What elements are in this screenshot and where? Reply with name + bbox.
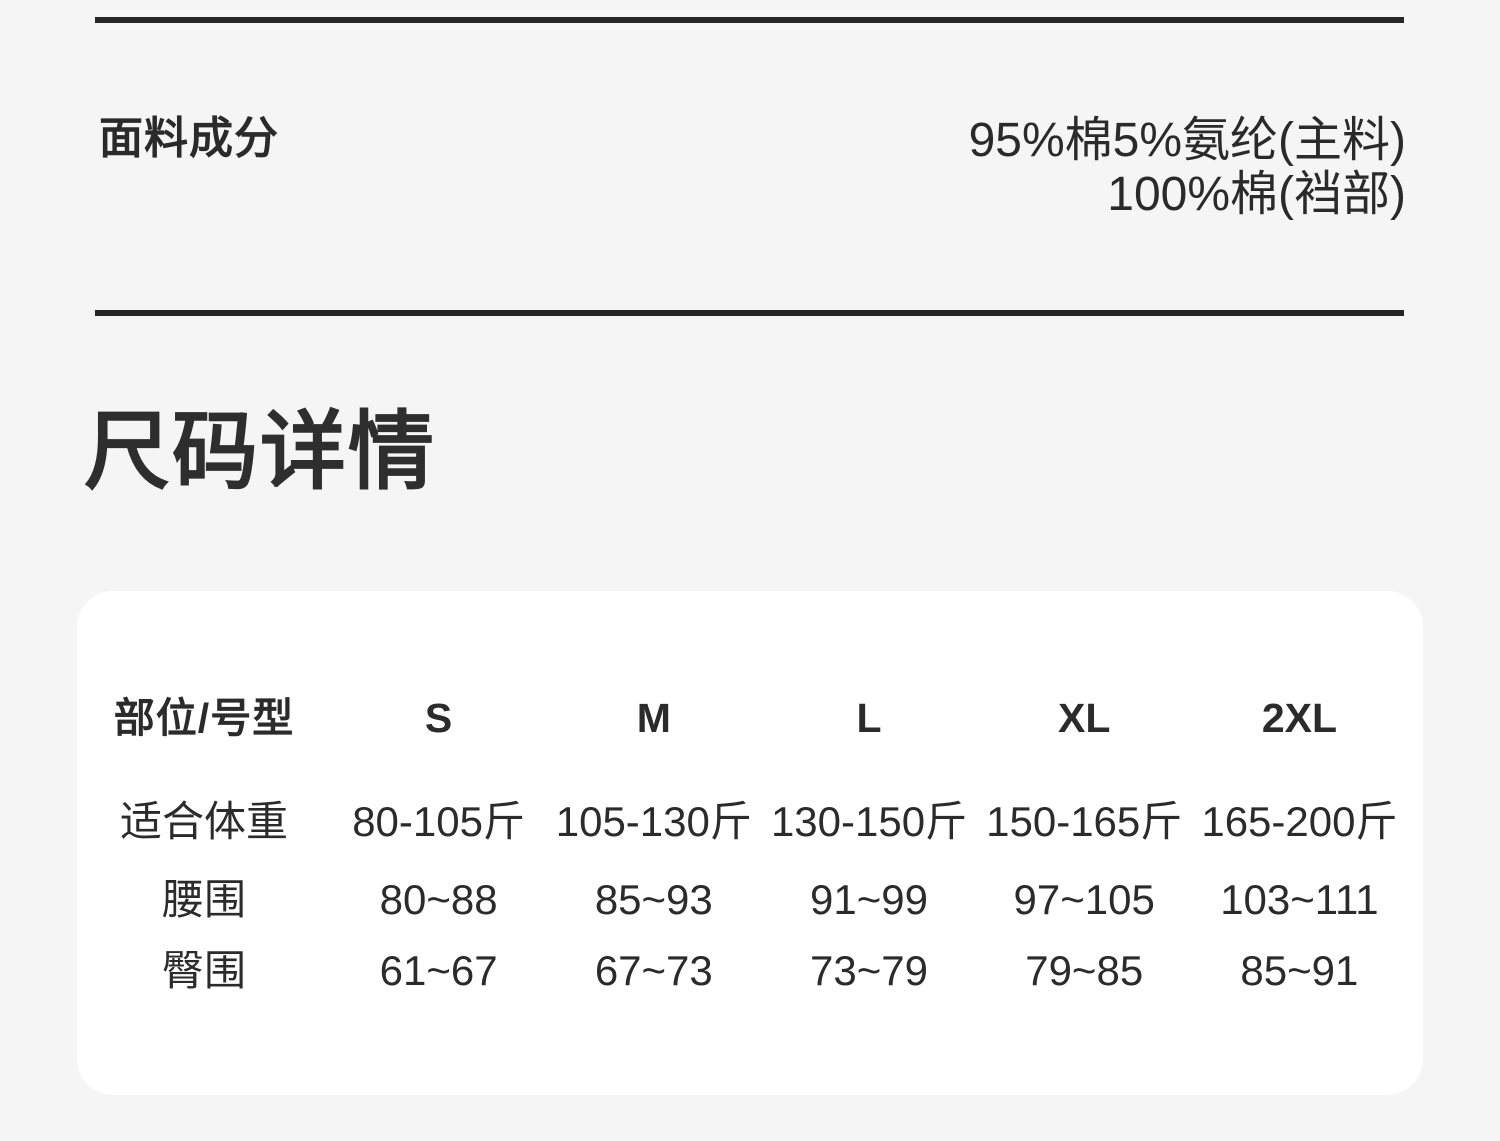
table-cell: 61~67	[379, 947, 498, 994]
table-row-weight: 适合体重 80-105斤 105-130斤 130-150斤 150-165斤 …	[77, 797, 1407, 847]
table-row-waist: 腰围 80~88 85~93 91~99 97~105 103~111	[77, 875, 1407, 925]
table-cell: 79~85	[1025, 947, 1144, 994]
bottom-divider	[95, 310, 1404, 316]
table-cell: 85~91	[1240, 947, 1359, 994]
table-cell: 80-105斤	[352, 798, 525, 845]
top-divider	[95, 17, 1404, 23]
table-cell: 91~99	[810, 876, 928, 923]
table-cell: 130-150斤	[770, 798, 968, 845]
header-size-2xl: 2XL	[1261, 695, 1338, 741]
row-label-hip: 臀围	[161, 947, 246, 994]
table-cell: 85~93	[594, 876, 713, 923]
table-cell: 105-130斤	[555, 798, 752, 845]
fabric-composition-line1: 95%棉5%氨纶(主料)	[968, 114, 1406, 167]
fabric-composition-line2: 100%棉(裆部)	[1107, 168, 1406, 221]
table-cell: 80~88	[379, 876, 498, 923]
fabric-composition-values: 95%棉5%氨纶(主料) 100%棉(裆部)	[969, 114, 1406, 222]
table-cell: 165-200斤	[1201, 798, 1398, 845]
size-table-card: 部位/号型 S M L XL 2XL 适合体重 80-105斤 105-130斤…	[77, 591, 1423, 1095]
header-size-xl: XL	[1058, 695, 1111, 741]
row-label-waist: 腰围	[161, 876, 246, 923]
fabric-composition-label: 面料成分	[99, 114, 279, 163]
header-part-size: 部位/号型	[113, 695, 295, 741]
table-cell: 97~105	[1013, 876, 1155, 923]
size-table-header-row: 部位/号型 S M L XL 2XL	[77, 693, 1407, 743]
table-cell: 150-165斤	[986, 798, 1183, 845]
table-row-hip: 臀围 61~67 67~73 73~79 79~85 85~91	[77, 946, 1407, 996]
header-size-l: L	[856, 695, 882, 741]
size-details-title: 尺码详情	[84, 404, 436, 500]
row-label-weight: 适合体重	[119, 798, 288, 845]
header-size-s: S	[424, 695, 453, 741]
table-cell: 67~73	[594, 947, 713, 994]
header-size-m: M	[636, 695, 671, 741]
table-cell: 103~111	[1220, 876, 1379, 923]
table-cell: 73~79	[810, 947, 928, 994]
